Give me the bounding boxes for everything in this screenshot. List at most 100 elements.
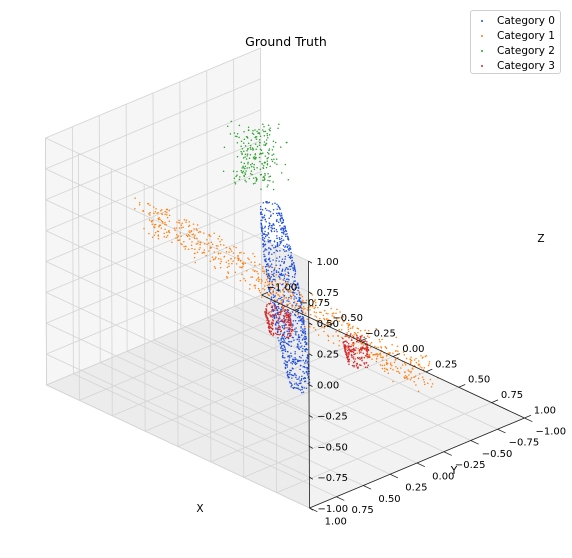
data-point	[351, 354, 353, 357]
data-point	[219, 252, 222, 255]
data-point	[295, 374, 297, 377]
data-point	[362, 346, 364, 349]
data-point	[228, 247, 231, 249]
data-point	[344, 345, 346, 347]
data-point	[285, 296, 287, 299]
data-point	[410, 359, 413, 362]
data-point	[262, 179, 264, 181]
data-point	[288, 265, 291, 268]
z-tick-mark	[308, 353, 313, 357]
data-point	[304, 338, 306, 341]
data-point	[279, 333, 282, 335]
data-point	[348, 351, 350, 354]
data-point	[153, 212, 155, 215]
data-point	[278, 256, 281, 258]
data-point	[282, 349, 284, 352]
data-point	[262, 265, 264, 268]
data-point	[319, 317, 321, 320]
data-point	[256, 270, 258, 273]
data-point	[271, 280, 273, 283]
data-point	[351, 327, 354, 329]
data-point	[279, 291, 282, 293]
data-point	[284, 363, 287, 365]
data-point	[219, 244, 222, 246]
data-point	[271, 324, 274, 327]
grid-line	[73, 373, 337, 498]
data-point	[283, 260, 286, 263]
data-point	[363, 340, 365, 343]
data-point	[300, 329, 302, 332]
data-point	[280, 310, 282, 312]
data-point	[375, 328, 377, 330]
data-point	[331, 312, 334, 315]
data-point	[357, 331, 359, 334]
data-point	[283, 295, 285, 297]
data-point	[280, 330, 282, 333]
data-point	[257, 280, 260, 283]
data-point	[276, 220, 278, 223]
data-point	[288, 340, 290, 343]
data-point	[164, 210, 167, 213]
data-point	[151, 236, 154, 238]
data-point	[267, 274, 270, 276]
data-point	[280, 341, 282, 343]
data-point	[330, 307, 332, 310]
data-point	[421, 376, 424, 378]
data-point	[265, 315, 268, 317]
data-point	[392, 368, 394, 371]
data-point	[147, 202, 150, 205]
data-point	[282, 300, 285, 302]
data-point	[300, 294, 302, 296]
data-point	[367, 329, 370, 332]
data-point	[182, 226, 184, 228]
data-point	[247, 163, 249, 165]
x-tick-mark	[491, 399, 499, 403]
data-point	[268, 282, 271, 284]
data-point	[300, 386, 303, 388]
data-point	[278, 275, 280, 277]
data-point	[302, 310, 304, 312]
data-point	[290, 340, 293, 343]
series-3	[264, 302, 371, 369]
data-point	[355, 337, 358, 340]
data-point	[344, 349, 346, 352]
data-point	[396, 345, 399, 347]
data-point	[168, 214, 171, 217]
data-point	[337, 335, 339, 337]
data-point	[155, 208, 157, 210]
data-point	[262, 176, 264, 179]
data-point	[326, 318, 328, 320]
data-point	[317, 306, 319, 309]
data-point	[296, 284, 299, 286]
data-point	[298, 294, 301, 296]
data-point	[223, 255, 225, 258]
data-point	[367, 355, 370, 357]
data-point	[284, 349, 286, 351]
data-point	[306, 354, 309, 356]
data-point	[297, 287, 300, 290]
data-point	[272, 278, 274, 281]
data-point	[286, 334, 289, 336]
data-point	[246, 155, 248, 157]
data-point	[361, 359, 363, 362]
data-point	[219, 266, 222, 269]
data-point	[242, 170, 245, 172]
data-point	[290, 297, 292, 300]
data-point	[282, 245, 285, 247]
data-point	[258, 263, 261, 266]
data-point	[290, 323, 293, 325]
data-point	[267, 233, 270, 235]
data-point	[266, 303, 268, 306]
data-point	[249, 153, 252, 156]
grid-line	[45, 140, 262, 231]
data-point	[294, 359, 296, 361]
data-point	[379, 364, 382, 366]
data-point	[268, 224, 271, 227]
data-point	[363, 356, 366, 359]
data-point	[335, 331, 337, 333]
data-point	[259, 135, 262, 138]
data-point	[350, 351, 353, 353]
data-point	[194, 261, 197, 264]
data-point	[253, 163, 255, 166]
data-point	[347, 335, 349, 338]
